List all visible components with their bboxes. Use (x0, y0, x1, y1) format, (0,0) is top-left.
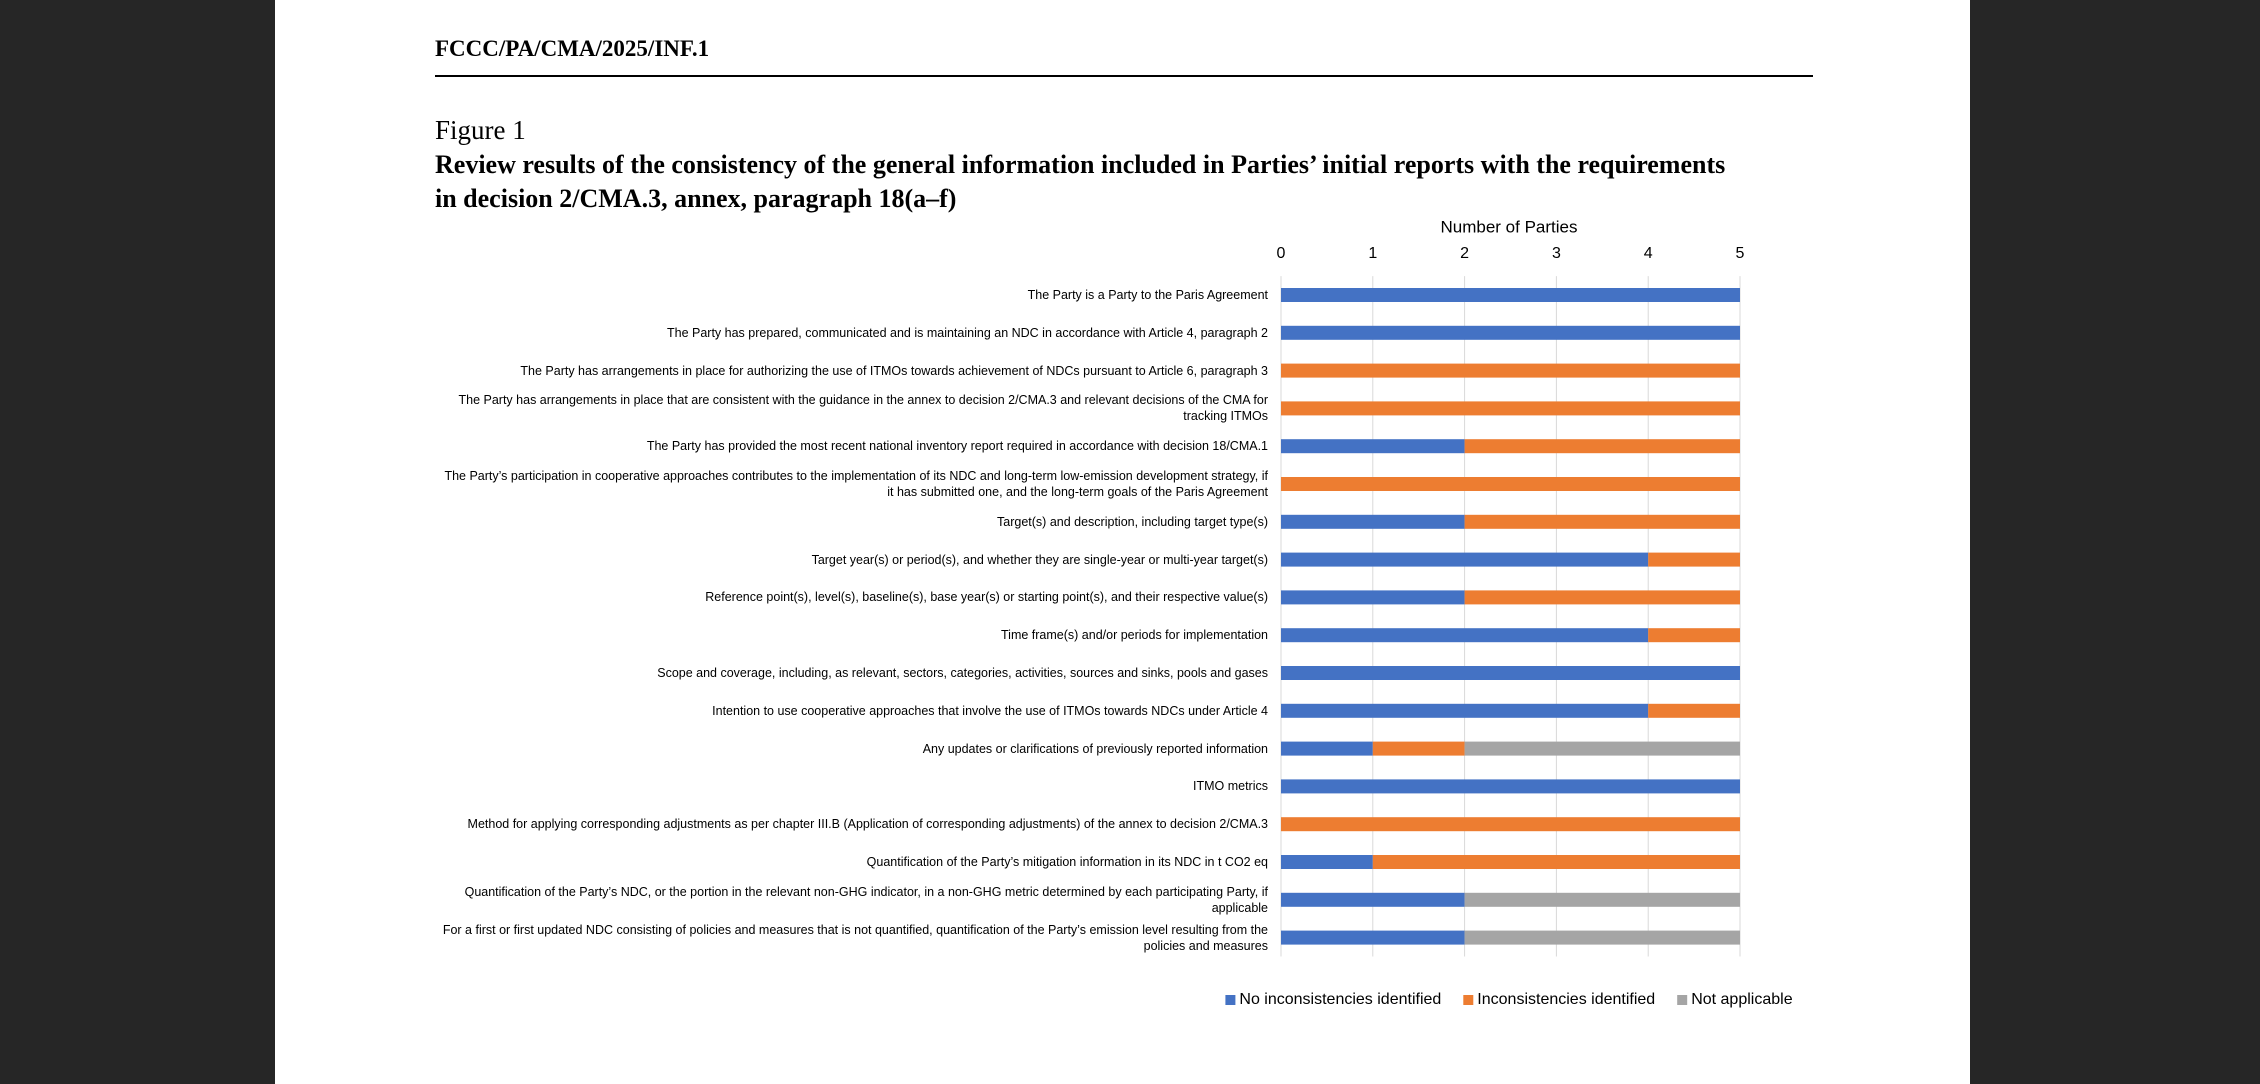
bar-segment (1281, 666, 1740, 680)
x-tick-label: 5 (1736, 245, 1745, 262)
bar-segment (1372, 741, 1465, 756)
x-axis-title: Number of Parties (1441, 217, 1578, 236)
bar-segment (1281, 401, 1740, 416)
bar-segment (1464, 590, 1740, 605)
category-label: Quantification of the Party’s NDC, or th… (464, 884, 1268, 915)
figure-label: Figure 1 (435, 115, 526, 145)
bar-segment (1281, 855, 1373, 869)
category-label: Scope and coverage, including, as releva… (657, 666, 1268, 680)
category-label: Quantification of the Party’s mitigation… (866, 855, 1268, 869)
category-label: ITMO metrics (1193, 779, 1268, 794)
category-label: Target year(s) or period(s), and whether… (811, 552, 1268, 567)
bar-segment (1464, 741, 1740, 756)
page: FCCC/PA/CMA/2025/INF.1 Figure 1 Review r… (275, 0, 1970, 1084)
bar-segment (1281, 363, 1740, 378)
category-label: Time frame(s) and/or periods for impleme… (1001, 628, 1268, 643)
bar-segment (1281, 779, 1740, 794)
legend-swatch (1225, 995, 1236, 1005)
category-label: The Party has prepared, communicated and… (666, 325, 1268, 340)
category-label: For a first or first updated NDC consist… (442, 922, 1268, 953)
header-rule (435, 75, 1813, 77)
bar-segment (1281, 628, 1649, 643)
legend-swatch (1463, 995, 1474, 1005)
bar-segment (1281, 325, 1740, 340)
category-label: Any updates or clarifications of previou… (922, 741, 1268, 756)
bar-segment (1281, 439, 1465, 454)
figure-title: Review results of the consistency of the… (435, 150, 1726, 213)
category-label: Method for applying corresponding adjust… (467, 817, 1268, 832)
bar-segment (1281, 552, 1649, 567)
bar-segment (1281, 477, 1740, 491)
x-tick-label: 1 (1368, 245, 1377, 262)
bar-segment (1648, 628, 1740, 643)
bar-segment (1648, 552, 1740, 567)
bar-segment (1281, 590, 1465, 605)
category-label: The Party has arrangements in place that… (458, 393, 1269, 424)
header: FCCC/PA/CMA/2025/INF.1 (435, 36, 710, 61)
bar-segment (1281, 817, 1740, 832)
bar-segment (1372, 855, 1740, 869)
legend-label: Not applicable (1691, 991, 1793, 1008)
bar-segment (1281, 930, 1465, 945)
category-label: The Party has arrangements in place for … (520, 363, 1268, 378)
x-tick-label: 2 (1460, 245, 1469, 262)
bar-segment (1648, 703, 1740, 718)
x-tick-label: 0 (1277, 245, 1286, 262)
bar-segment (1281, 703, 1649, 718)
bar-segment (1464, 439, 1740, 454)
x-tick-label: 4 (1644, 245, 1653, 262)
bar-segment (1464, 514, 1740, 529)
legend-label: Inconsistencies identified (1477, 991, 1655, 1008)
category-label: Reference point(s), level(s), baseline(s… (705, 590, 1268, 605)
category-label: The Party is a Party to the Paris Agreem… (1027, 288, 1268, 302)
category-label: The Party’s participation in cooperative… (444, 469, 1268, 499)
category-label: Intention to use cooperative approaches … (712, 703, 1268, 718)
bar-segment (1281, 892, 1465, 907)
legend-swatch (1677, 995, 1688, 1005)
category-label: Target(s) and description, including tar… (997, 514, 1268, 529)
bar-segment (1464, 892, 1740, 907)
bar-segment (1464, 930, 1740, 945)
bar-segment (1281, 514, 1465, 529)
bar-segment (1281, 288, 1740, 302)
bar-segment (1281, 741, 1373, 756)
category-label: The Party has provided the most recent n… (646, 439, 1268, 454)
x-tick-label: 3 (1552, 245, 1561, 262)
legend-label: No inconsistencies identified (1239, 991, 1441, 1008)
